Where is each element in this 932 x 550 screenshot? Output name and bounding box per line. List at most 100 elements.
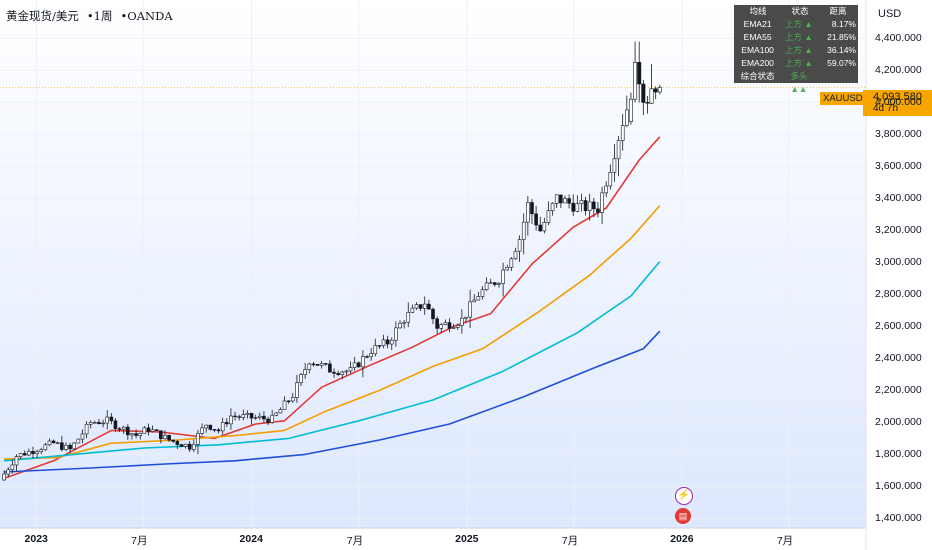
candle xyxy=(249,412,254,425)
candle xyxy=(530,199,534,225)
y-tick-label: 3,200.000 xyxy=(875,224,922,237)
candle-body-down xyxy=(534,213,538,226)
candle-body-down xyxy=(583,200,588,211)
candle xyxy=(509,257,514,271)
candle xyxy=(414,302,419,310)
candle xyxy=(97,418,101,425)
candle-body-up xyxy=(505,267,510,271)
us-flag-icon[interactable]: ▤ xyxy=(675,508,691,524)
candle xyxy=(422,296,427,315)
y-tick-label: 2,800.000 xyxy=(875,288,922,301)
y-tick-label: 2,400.000 xyxy=(875,352,922,365)
candle-body-up xyxy=(575,203,580,212)
candle xyxy=(427,299,431,310)
candle xyxy=(159,430,163,444)
summary-name: 综合状态 xyxy=(740,71,775,81)
candle-body-down xyxy=(126,426,130,436)
candle-body-up xyxy=(361,356,365,368)
candle-body-down xyxy=(208,424,213,430)
candle-body-up xyxy=(307,363,312,370)
candle xyxy=(262,411,266,424)
candle xyxy=(101,419,105,428)
candle xyxy=(60,435,64,452)
ema-line-ema200 xyxy=(4,330,661,473)
candle-body-down xyxy=(328,363,332,373)
candle xyxy=(14,454,19,472)
candle xyxy=(150,425,155,433)
candle-body-up xyxy=(600,192,604,213)
candle xyxy=(365,354,369,359)
candle xyxy=(336,370,340,377)
candle-body-down xyxy=(113,420,118,429)
candle-body-up xyxy=(150,429,155,432)
candle-body-up xyxy=(299,374,303,384)
candle-body-down xyxy=(175,441,180,445)
candle xyxy=(6,467,11,478)
candle-body-up xyxy=(554,194,559,204)
header-distance: 距离 xyxy=(829,6,847,16)
candle xyxy=(645,96,650,114)
candle-body-up xyxy=(121,426,126,430)
candle-body-up xyxy=(130,433,134,436)
y-tick-label: 3,400.000 xyxy=(875,192,922,205)
candle-body-down xyxy=(356,362,361,368)
candle-body-down xyxy=(596,208,600,213)
candle-body-up xyxy=(608,171,613,187)
candle xyxy=(563,195,567,204)
candle-body-down xyxy=(645,102,650,104)
candle-body-down xyxy=(225,422,229,425)
candle-body-down xyxy=(323,363,328,365)
candle xyxy=(225,418,229,427)
interval-label[interactable]: 1周 xyxy=(93,9,113,23)
candle xyxy=(559,194,563,209)
candle-body-down xyxy=(216,429,221,432)
candle-body-up xyxy=(389,339,394,345)
candle xyxy=(653,86,658,100)
y-tick-label: 2,000.000 xyxy=(875,416,922,429)
candle xyxy=(468,289,472,329)
candle xyxy=(18,453,23,460)
candle-layer xyxy=(2,41,662,481)
ema-status: 上方 ▲ xyxy=(785,32,813,42)
candle xyxy=(505,264,510,271)
candle xyxy=(290,392,295,403)
last-price-value: 4,093.580 xyxy=(873,91,922,103)
candle xyxy=(513,247,518,260)
candle xyxy=(237,414,241,421)
candle-body-down xyxy=(653,88,658,93)
candle xyxy=(183,443,188,449)
candle-body-up xyxy=(340,371,345,375)
candle-body-up xyxy=(64,444,68,450)
candle-body-down xyxy=(538,224,543,232)
candle xyxy=(361,350,365,378)
ema-distance: 21.85% xyxy=(827,32,856,42)
ema-row-55: EMA55 上方 ▲ 21.85% xyxy=(734,31,858,44)
candle-body-up xyxy=(394,327,398,341)
candle xyxy=(398,320,402,329)
candle xyxy=(385,335,390,349)
candle xyxy=(323,362,328,366)
candle xyxy=(270,409,274,424)
ema-row-summary: 综合状态 多头 ▲▲ xyxy=(734,70,858,94)
summary-distance xyxy=(817,70,858,83)
candle xyxy=(340,370,345,380)
candle xyxy=(253,414,258,420)
candle xyxy=(579,193,584,212)
candle xyxy=(447,318,452,333)
candle xyxy=(109,413,114,425)
ema-table-header: 均线 状态 距离 xyxy=(734,5,858,18)
candle xyxy=(431,307,435,325)
candle xyxy=(521,213,526,255)
candle xyxy=(394,321,398,347)
currency-label[interactable]: USD xyxy=(878,8,902,20)
lightning-icon[interactable]: ⚡ xyxy=(675,487,693,505)
candle xyxy=(196,429,200,455)
candle-body-down xyxy=(571,202,576,212)
candle xyxy=(604,181,609,198)
candle xyxy=(493,281,497,287)
candle xyxy=(575,195,580,213)
candle xyxy=(138,432,143,440)
candle xyxy=(369,347,373,361)
candle xyxy=(497,281,501,288)
